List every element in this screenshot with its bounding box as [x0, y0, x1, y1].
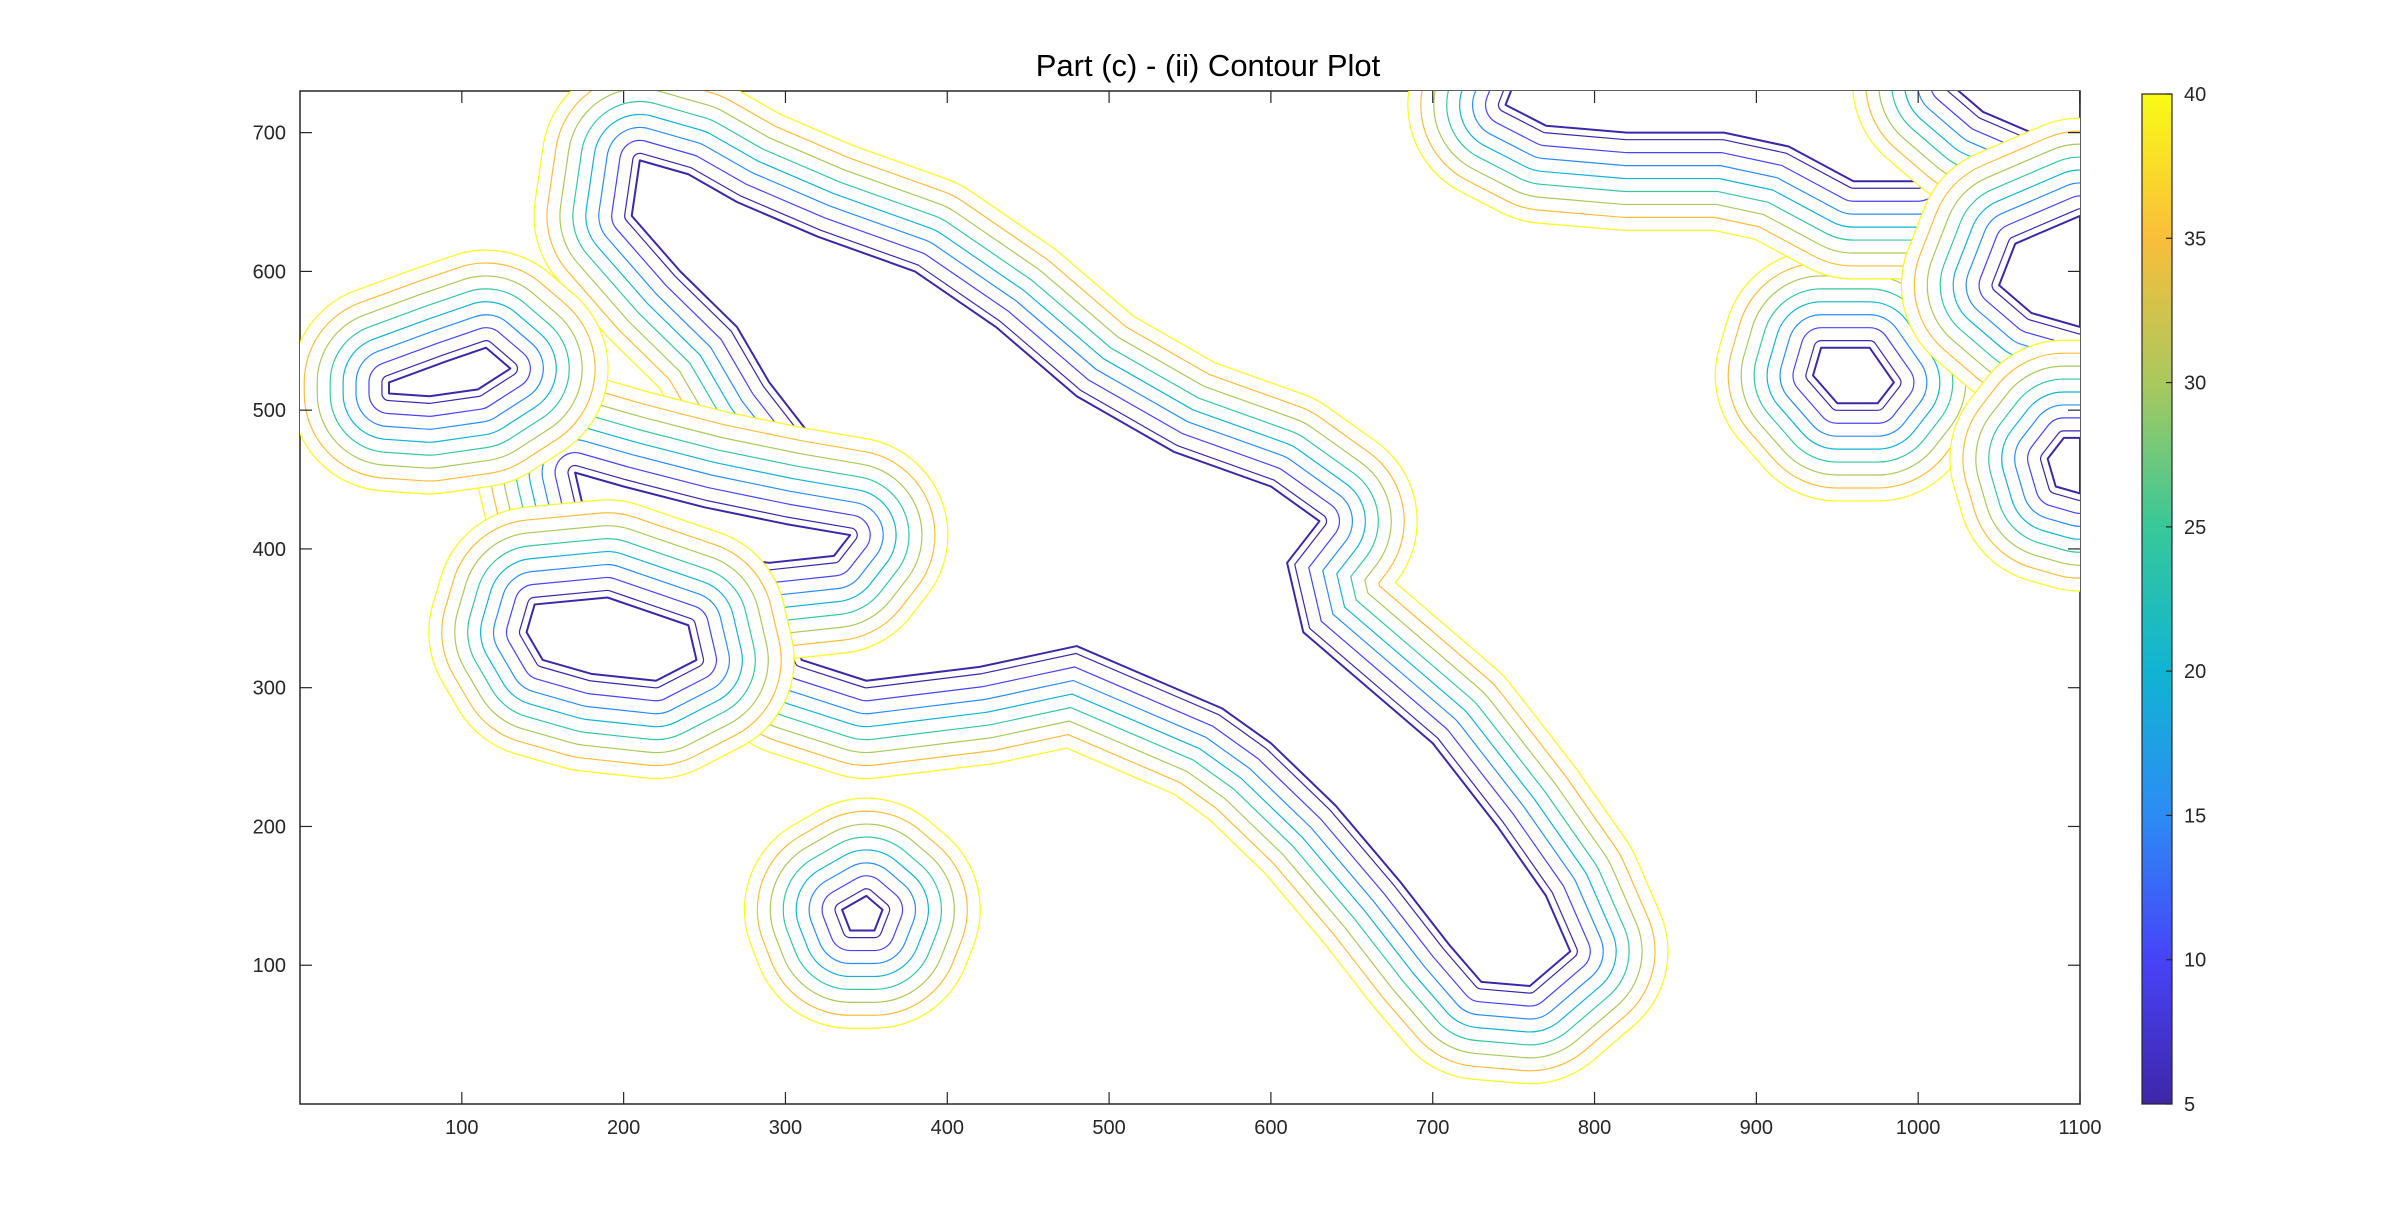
contour-level-5-right-edge-upper [1998, 214, 2080, 328]
chart-title: Part (c) - (ii) Contour Plot [1036, 48, 1381, 83]
x-tick-label: 500 [1092, 1117, 1125, 1139]
colorbar-tick-label: 40 [2184, 84, 2206, 106]
y-tick-label: 500 [253, 400, 286, 422]
x-tick-label: 700 [1416, 1117, 1449, 1139]
colorbar-tick-label: 20 [2184, 661, 2206, 683]
x-tick-label: 900 [1740, 1117, 1773, 1139]
colorbar-tick-label: 5 [2184, 1094, 2195, 1116]
contour-level-5-right-edge-lower [2046, 436, 2080, 495]
colorbar-tick-label: 30 [2184, 373, 2206, 395]
colorbar-gradient [2141, 93, 2173, 1105]
x-tick-label: 600 [1254, 1117, 1287, 1139]
contour-level-5-right-small-blob [1812, 346, 1895, 405]
colorbar-tick-label: 15 [2184, 805, 2206, 827]
x-tick-label: 100 [445, 1117, 478, 1139]
contour-level-5-bottom-blob [841, 894, 884, 932]
colorbar-tick-label: 10 [2184, 950, 2206, 972]
y-tick-label: 100 [253, 955, 286, 977]
y-tick-label: 400 [253, 539, 286, 561]
x-tick-label: 1000 [1896, 1117, 1941, 1139]
y-tick-label: 300 [253, 678, 286, 700]
x-tick-label: 1100 [2058, 1117, 2101, 1139]
axis-ticks: 100 200 300 400 500 600 700 800 900 1000 1100 100 20… [253, 91, 2102, 1139]
x-tick-label: 400 [931, 1117, 964, 1139]
x-tick-label: 200 [607, 1117, 640, 1139]
contour-level-5-upper-left-blob [388, 346, 512, 398]
y-tick-label: 600 [253, 261, 286, 283]
y-tick-label: 200 [253, 816, 286, 838]
contour-level-5-left-blob-middle [525, 596, 698, 682]
colorbar: 5 10 15 20 25 30 35 40 [2141, 84, 2206, 1116]
plot-area: 100 200 300 400 500 600 700 800 900 1000 1100 100 20… [253, 90, 2102, 1139]
colorbar-tick-label: 25 [2184, 517, 2206, 539]
x-tick-label: 800 [1578, 1117, 1611, 1139]
y-tick-label: 700 [253, 123, 286, 145]
colorbar-tick-label: 35 [2184, 228, 2206, 250]
contour-lines [300, 91, 2080, 1085]
x-tick-label: 300 [769, 1117, 802, 1139]
